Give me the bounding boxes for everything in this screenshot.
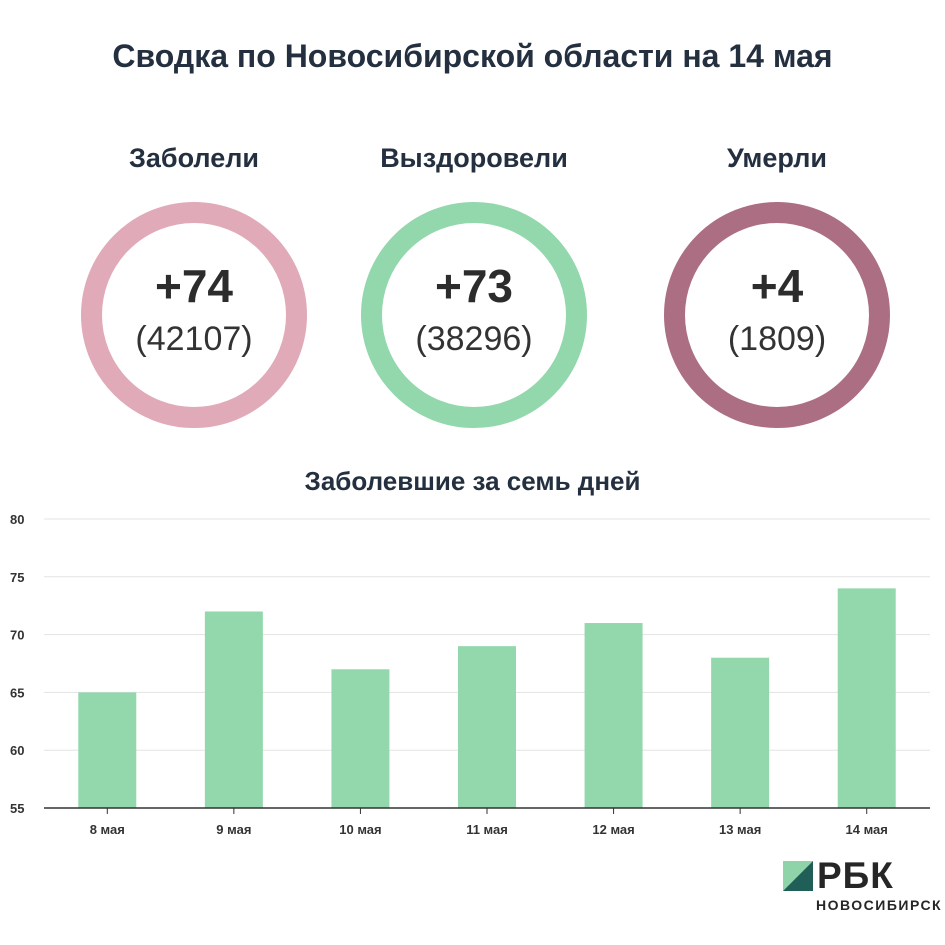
y-tick-label: 65 bbox=[10, 685, 24, 700]
x-tick-label: 10 мая bbox=[339, 822, 381, 837]
y-tick-label: 55 bbox=[10, 801, 24, 816]
x-tick-label: 14 мая bbox=[846, 822, 888, 837]
bar-chart: 55 60 65 70 75 80 8 мая 9 мая 10 мая 11 мая 12 мая… bbox=[10, 512, 930, 837]
ring-died: +4 (1809) bbox=[664, 202, 890, 428]
stat-delta: +74 bbox=[154, 260, 234, 312]
rbc-logo: РБК НОВОСИБИРСК bbox=[783, 855, 941, 918]
bar bbox=[837, 588, 896, 808]
y-tick-label: 75 bbox=[10, 570, 24, 585]
bar bbox=[711, 657, 770, 808]
chart-title: Заболевшие за семь дней bbox=[304, 466, 641, 496]
bar bbox=[458, 646, 516, 808]
stat-delta: +4 bbox=[750, 260, 804, 312]
bar bbox=[78, 692, 137, 808]
bar bbox=[204, 611, 263, 808]
stat-label: Выздоровели bbox=[380, 143, 568, 173]
y-tick-label: 70 bbox=[10, 628, 24, 643]
stat-died: Умерли +4 (1809) bbox=[637, 138, 917, 428]
stat-infected: Заболели +74 (42107) bbox=[54, 138, 334, 428]
ring-recovered: +73 (38296) bbox=[361, 202, 587, 428]
bar bbox=[584, 623, 643, 808]
stat-delta: +73 bbox=[434, 260, 514, 312]
stat-total: (38296) bbox=[415, 320, 533, 358]
logo-text: РБК bbox=[817, 855, 894, 896]
x-tick-label: 12 мая bbox=[592, 822, 634, 837]
stat-total: (1809) bbox=[727, 320, 827, 358]
logo-subtitle: НОВОСИБИРСК bbox=[816, 897, 943, 913]
x-tick-label: 8 мая bbox=[90, 822, 125, 837]
ring-infected: +74 (42107) bbox=[81, 202, 307, 428]
x-tick-label: 9 мая bbox=[216, 822, 251, 837]
rbc-logo-mark-icon bbox=[783, 861, 813, 891]
stat-label: Умерли bbox=[726, 143, 827, 173]
stat-label: Заболели bbox=[129, 143, 259, 173]
stat-recovered: Выздоровели +73 (38296) bbox=[334, 138, 614, 428]
page-title: Сводка по Новосибирской области на 14 ма… bbox=[112, 38, 833, 74]
stat-total: (42107) bbox=[135, 320, 253, 358]
x-tick-label: 13 мая bbox=[719, 822, 761, 837]
y-tick-label: 60 bbox=[10, 743, 24, 758]
bar bbox=[331, 669, 390, 808]
x-tick-label: 11 мая bbox=[466, 822, 508, 837]
y-tick-label: 80 bbox=[10, 512, 24, 527]
